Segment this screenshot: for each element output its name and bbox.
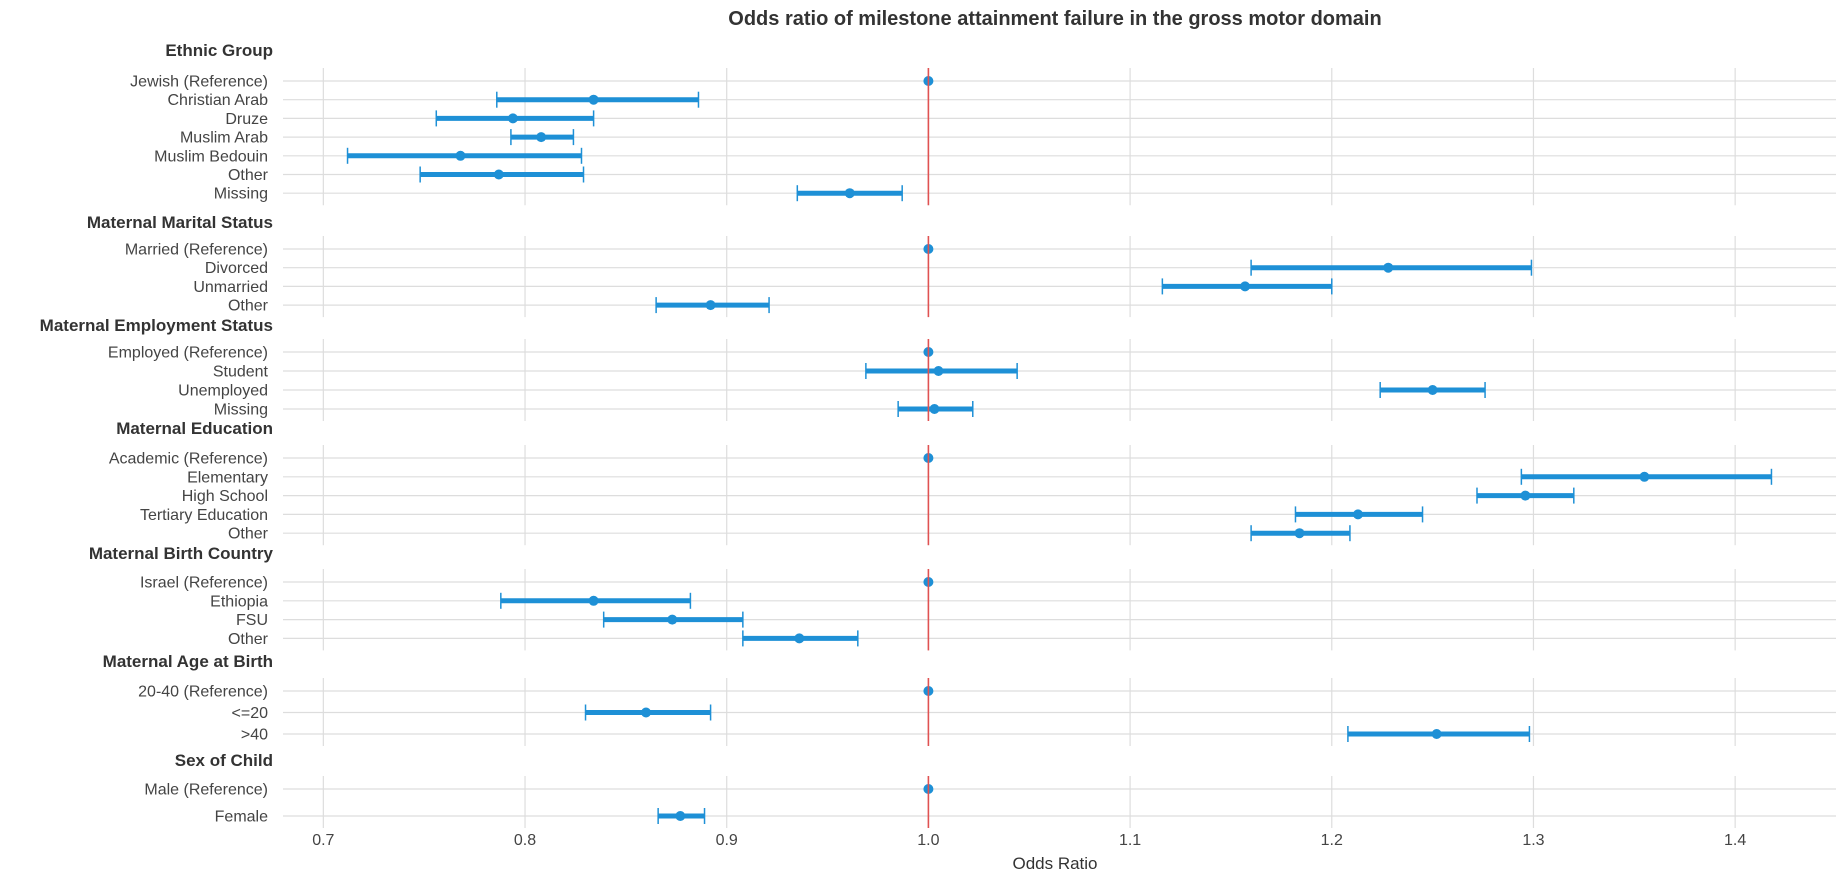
row-label: <=20 — [232, 705, 269, 722]
row-label: Other — [228, 526, 269, 543]
panels: Ethnic Group Jewish (Reference)Christian … — [40, 41, 1836, 826]
row-label: Unmarried — [193, 279, 268, 296]
row-label: Married (Reference) — [125, 242, 268, 259]
row-label: Male (Reference) — [144, 782, 268, 799]
point-estimate — [1427, 385, 1438, 395]
point-estimate — [536, 132, 547, 143]
x-tick-label: 0.9 — [716, 832, 738, 849]
group-header: Maternal Marital Status — [87, 213, 273, 232]
point-estimate — [844, 188, 855, 199]
row-label: >40 — [241, 727, 268, 744]
row-label: Unemployed — [178, 383, 268, 400]
x-axis: 0.7 0.8 0.9 1.0 1.1 1.2 1.3 1.4 — [312, 832, 1746, 849]
panel-3: Maternal Education Academic (Reference)El… — [109, 419, 1836, 543]
point-estimate — [1431, 729, 1442, 739]
row-label: Muslim Bedouin — [154, 148, 268, 165]
point-estimate — [933, 366, 944, 376]
row-label: Elementary — [187, 469, 268, 486]
group-header: Maternal Education — [116, 419, 273, 438]
row-label: Christian Arab — [168, 92, 269, 109]
point-estimate — [1352, 509, 1363, 520]
row-label: FSU — [236, 612, 268, 629]
row-label: 20-40 (Reference) — [138, 684, 268, 701]
group-header: Maternal Age at Birth — [103, 652, 273, 671]
point-estimate — [1383, 262, 1394, 273]
x-tick-label: 1.3 — [1522, 832, 1544, 849]
row-label: Employed (Reference) — [108, 345, 268, 362]
row-label: Divorced — [205, 260, 268, 277]
row-label: Muslim Arab — [180, 130, 268, 147]
row-label: Other — [228, 631, 269, 648]
point-estimate — [705, 300, 716, 311]
x-tick-label: 1.0 — [917, 832, 939, 849]
row-label: Student — [213, 364, 269, 381]
point-estimate — [493, 169, 504, 180]
vertical-gridlines — [322, 68, 1736, 828]
point-estimate — [929, 404, 940, 414]
panel-1: Maternal Marital Status Married (Referenc… — [87, 213, 1836, 315]
point-estimate — [1240, 281, 1251, 292]
x-tick-label: 1.1 — [1119, 832, 1141, 849]
row-label: Tertiary Education — [140, 507, 268, 524]
point-estimate — [507, 113, 518, 124]
point-estimate — [588, 94, 599, 105]
row-label: Other — [228, 167, 269, 184]
group-header: Ethnic Group — [165, 41, 273, 60]
point-estimate — [1294, 528, 1305, 539]
chart-title: Odds ratio of milestone attainment failu… — [728, 8, 1381, 30]
point-estimate — [794, 633, 805, 644]
row-label: Druze — [225, 111, 268, 128]
row-label: Israel (Reference) — [140, 575, 268, 592]
x-tick-label: 1.4 — [1724, 832, 1746, 849]
x-axis-label: Odds Ratio — [1012, 854, 1097, 873]
point-estimate — [675, 811, 686, 821]
group-header: Sex of Child — [175, 751, 273, 770]
row-label: Jewish (Reference) — [130, 74, 268, 91]
x-tick-label: 0.8 — [514, 832, 536, 849]
row-label: Female — [215, 809, 268, 826]
point-estimate — [1639, 471, 1650, 482]
row-label: Academic (Reference) — [109, 451, 268, 468]
panel-0: Ethnic Group Jewish (Reference)Christian … — [130, 41, 1836, 203]
x-tick-label: 1.2 — [1321, 832, 1343, 849]
panel-6: Sex of Child Male (Reference) Female — [144, 751, 1836, 826]
row-label: Missing — [214, 402, 268, 419]
point-estimate — [641, 707, 652, 718]
row-label: High School — [182, 488, 268, 505]
group-header: Maternal Employment Status — [40, 316, 273, 335]
point-estimate — [1520, 490, 1531, 501]
panel-2: Maternal Employment Status Employed (Refe… — [40, 316, 1836, 419]
row-label: Other — [228, 298, 269, 315]
panel-5: Maternal Age at Birth 20-40 (Reference) <=… — [103, 652, 1836, 744]
x-tick-label: 0.7 — [312, 832, 334, 849]
group-header: Maternal Birth Country — [89, 544, 274, 563]
panel-4: Maternal Birth Country Israel (Reference)… — [89, 544, 1836, 648]
row-label: Missing — [214, 186, 268, 203]
point-estimate — [588, 595, 599, 606]
point-estimate — [455, 150, 466, 161]
row-label: Ethiopia — [210, 593, 268, 610]
point-estimate — [667, 614, 678, 625]
